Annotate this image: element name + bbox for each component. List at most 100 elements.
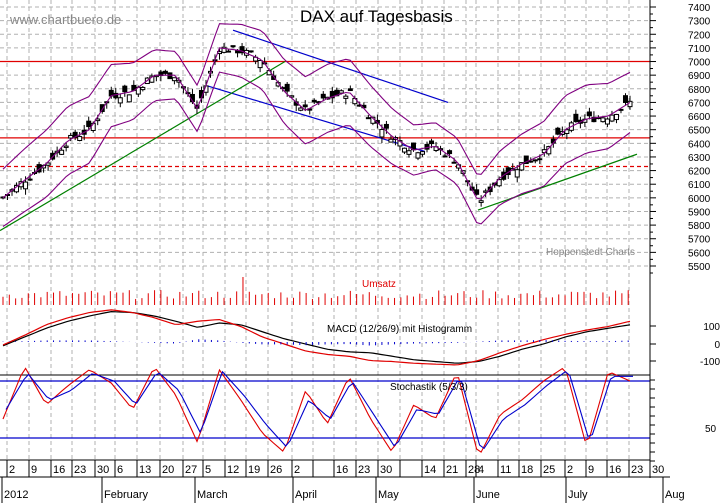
- date-label: 30: [652, 464, 664, 476]
- date-label: 9: [31, 464, 37, 476]
- month-label: 2012: [4, 489, 28, 501]
- price-label: 6900: [688, 71, 711, 82]
- candle-up: [609, 114, 615, 122]
- candle-up: [604, 118, 610, 125]
- month-label: May: [378, 489, 399, 501]
- date-label: 11: [500, 464, 511, 476]
- price-label: 5800: [688, 221, 711, 232]
- stochastic-panel: [0, 367, 650, 453]
- macd-line: [2, 310, 631, 364]
- candle-up: [415, 152, 421, 159]
- stoch-axis-label: 50: [705, 424, 717, 435]
- candle-down: [528, 160, 534, 163]
- volume-panel: [2, 277, 629, 305]
- candle-down: [429, 140, 435, 145]
- bollinger-lower: [2, 71, 631, 227]
- candle-down: [383, 123, 389, 129]
- date-label: 4: [478, 464, 484, 476]
- date-label: 14: [424, 464, 436, 476]
- grid: [0, 0, 651, 460]
- candle-up: [401, 147, 407, 153]
- date-label: 12: [227, 464, 239, 476]
- month-label: April: [295, 489, 317, 501]
- trendline: [477, 153, 638, 211]
- candle-up: [117, 97, 123, 104]
- candle-down: [591, 116, 597, 123]
- candle-up: [564, 129, 570, 134]
- candle-up: [257, 60, 263, 69]
- price-label: 6500: [688, 126, 711, 137]
- candle-up: [451, 161, 457, 164]
- date-label: 28: [468, 464, 480, 476]
- date-label: 2: [294, 464, 300, 476]
- price-label: 6800: [688, 85, 711, 96]
- candle-up: [514, 169, 520, 178]
- date-label: 23: [74, 464, 86, 476]
- date-label: 27: [185, 464, 197, 476]
- trendline: [0, 61, 286, 232]
- candle-down: [555, 127, 561, 135]
- date-label: 30: [380, 464, 392, 476]
- date-label: 20: [162, 464, 174, 476]
- price-label: 6000: [688, 194, 711, 205]
- candle-down: [329, 90, 335, 99]
- signal-line: [2, 309, 631, 366]
- chart-title: DAX auf Tagesbasis: [300, 7, 453, 26]
- stochastic-label: Stochastik (5/3/3): [390, 382, 468, 393]
- price-label: 6600: [688, 112, 711, 123]
- candle-up: [221, 46, 227, 53]
- price-label: 7200: [688, 30, 711, 41]
- price-label: 5900: [688, 207, 711, 218]
- candle-up: [68, 134, 74, 139]
- price-label: 5600: [688, 248, 711, 259]
- date-label: 26: [270, 464, 282, 476]
- candle-up: [338, 90, 344, 94]
- candle-up: [519, 162, 525, 171]
- candle-down: [86, 120, 92, 128]
- price-label: 5500: [688, 262, 711, 273]
- price-label: 7100: [688, 44, 711, 55]
- candle-down: [347, 88, 353, 92]
- candle-up: [388, 138, 394, 143]
- candle-down: [523, 155, 529, 165]
- candle-up: [600, 117, 606, 123]
- candle-down: [248, 50, 254, 53]
- candle-down: [586, 111, 592, 117]
- candle-down: [424, 143, 430, 150]
- candle-up: [126, 94, 132, 103]
- candle-down: [311, 99, 317, 103]
- stoch-d-line: [5, 370, 633, 450]
- candle-up: [365, 117, 371, 120]
- candle-down: [167, 72, 173, 80]
- month-label: Aug: [665, 489, 685, 501]
- price-label: 6200: [688, 167, 711, 178]
- candle-down: [162, 70, 168, 74]
- month-label: July: [568, 489, 588, 501]
- date-label: 23: [631, 464, 643, 476]
- candle-up: [63, 145, 69, 148]
- macd-axis-label: -100: [700, 357, 720, 368]
- date-label: 18: [521, 464, 533, 476]
- candle-down: [99, 104, 105, 112]
- price-label: 6700: [688, 98, 711, 109]
- candle-up: [420, 151, 426, 155]
- candle-up: [627, 100, 633, 108]
- date-label: 19: [248, 464, 260, 476]
- bollinger-upper: [2, 23, 631, 175]
- date-label: 23: [358, 464, 370, 476]
- price-label: 6100: [688, 180, 711, 191]
- date-label: 5: [205, 464, 211, 476]
- candle-down: [302, 104, 308, 108]
- price-label: 7000: [688, 58, 711, 69]
- date-label: 16: [609, 464, 621, 476]
- date-label: 13: [139, 464, 151, 476]
- macd-axis-label: 0: [714, 340, 720, 351]
- candle-up: [171, 77, 177, 82]
- date-label: 6: [117, 464, 123, 476]
- candle-up: [27, 178, 33, 181]
- month-label: March: [197, 489, 228, 501]
- date-label: 2: [567, 464, 573, 476]
